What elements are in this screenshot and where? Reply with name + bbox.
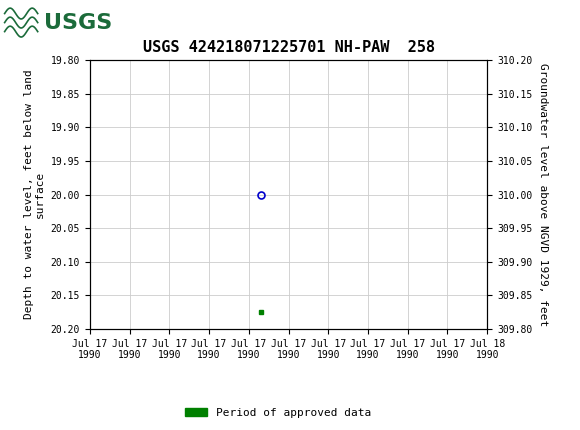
- Y-axis label: Depth to water level, feet below land
surface: Depth to water level, feet below land su…: [24, 70, 45, 319]
- Text: USGS: USGS: [44, 12, 112, 33]
- Legend: Period of approved data: Period of approved data: [181, 403, 376, 422]
- FancyBboxPatch shape: [3, 2, 78, 43]
- Title: USGS 424218071225701 NH-PAW  258: USGS 424218071225701 NH-PAW 258: [143, 40, 434, 55]
- Y-axis label: Groundwater level above NGVD 1929, feet: Groundwater level above NGVD 1929, feet: [538, 63, 548, 326]
